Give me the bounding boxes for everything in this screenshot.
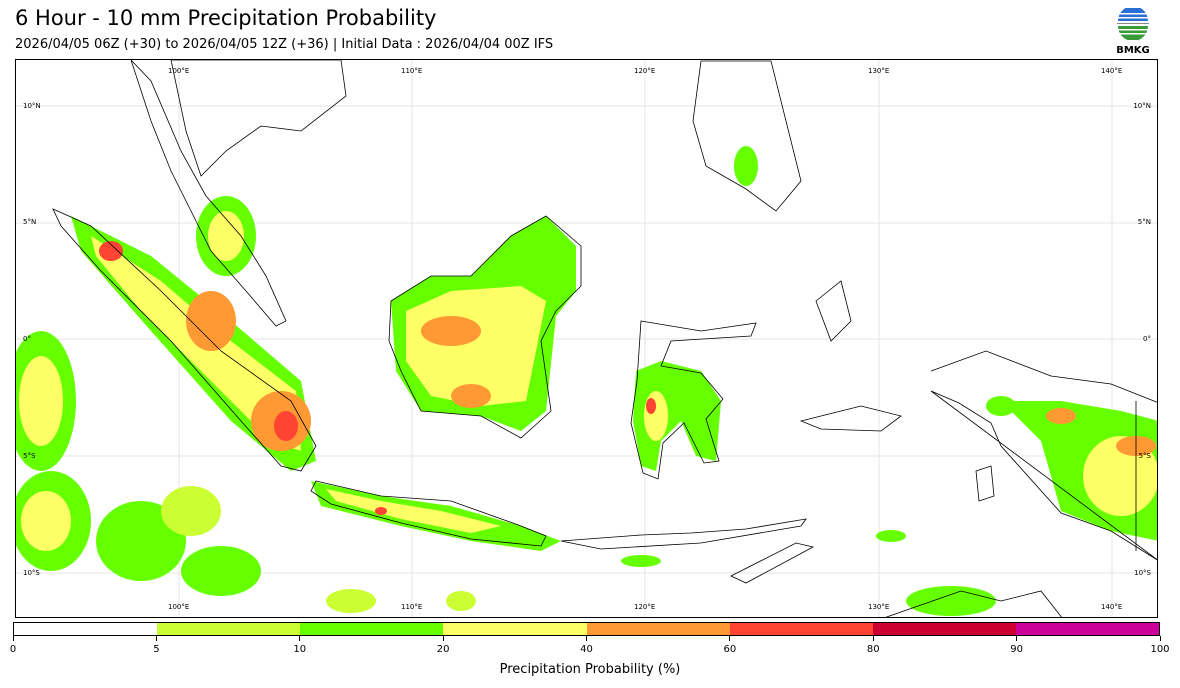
lon-label-top: 110°E [401,67,423,75]
colorbar-tick [155,636,157,641]
colorbar-tick-label: 0 [9,644,17,655]
logo-text: BMKG [1116,45,1150,56]
colorbar-tick-label: 60 [723,644,737,655]
lon-label-top: 130°E [868,67,890,75]
colorbar-segment [586,623,730,635]
lon-label-bottom: 110°E [401,603,423,611]
lat-label-right: 5°N [1137,218,1151,226]
colorbar-tick [1016,636,1018,641]
lon-label-top: 140°E [1101,67,1123,75]
colorbar-segment [157,623,301,635]
colorbar-tick [586,636,587,641]
colorbar-tick [729,636,731,641]
lat-label-left: 5°S [23,452,36,460]
colorbar-segment [300,623,444,635]
colorbar-tick-label: 5 [153,644,160,655]
lat-label-right: 10°N [1133,102,1151,110]
colorbar-tick [872,636,874,641]
colorbar-tick-label: 20 [436,644,450,655]
chart-subtitle: 2026/04/05 06Z (+30) to 2026/04/05 12Z (… [15,37,554,52]
lat-label-left: 5°N [23,218,37,226]
colorbar-tick [299,636,301,641]
lat-label-left: 10°S [23,569,40,577]
colorbar-tick-label: 80 [866,644,880,655]
lon-label-bottom: 120°E [634,603,656,611]
coastlines [52,60,1157,617]
map-canvas [16,60,1157,617]
colorbar-tick-label: 100 [1150,644,1170,655]
colorbar [13,622,1160,636]
lon-label-bottom: 100°E [168,603,190,611]
colorbar-tick [1159,636,1161,641]
colorbar-segment [443,623,587,635]
colorbar-tick-label: 40 [580,644,593,655]
colorbar-segment [729,623,873,635]
colorbar-tick [442,636,444,641]
colorbar-segment [1015,623,1159,635]
lat-label-left: 0° [23,335,31,343]
lon-label-bottom: 140°E [1101,603,1123,611]
colorbar-segment [872,623,1016,635]
lat-label-left: 10°N [23,102,41,110]
colorbar-segment [14,623,158,635]
lon-label-bottom: 130°E [868,603,890,611]
lat-label-right: 5°S [1138,452,1151,460]
bmkg-logo-icon [1117,6,1149,41]
colorbar-tick-label: 90 [1010,644,1023,655]
precipitation-field [16,146,1157,616]
chart-title: 6 Hour - 10 mm Precipitation Probability [15,6,437,30]
precipitation-map: 100°E 110°E 120°E 130°E 140°E 100°E 110°… [15,59,1158,618]
colorbar-tick-label: 10 [293,644,307,655]
colorbar-tick [12,636,14,641]
lat-label-right: 10°S [1134,569,1151,577]
colorbar-label: Precipitation Probability (%) [499,662,681,677]
lon-label-top: 120°E [634,67,656,75]
lon-label-top: 100°E [168,67,190,75]
lat-label-right: 0° [1143,335,1151,343]
bmkg-logo: BMKG [1112,6,1154,56]
